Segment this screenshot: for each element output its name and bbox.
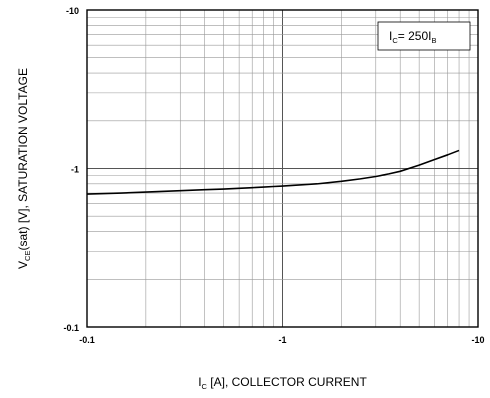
y-axis-title-prefix: V xyxy=(16,261,30,269)
y-axis-title: VCE(sat) [V], SATURATION VOLTAGE xyxy=(16,68,32,269)
y-axis-title-suffix: (sat) [V], SATURATION VOLTAGE xyxy=(16,68,30,250)
y-tick-label: -10 xyxy=(66,6,79,16)
tick-labels: -0.1 -1 -10 -10 -1 -0.1 xyxy=(63,6,484,345)
legend-box xyxy=(377,21,471,51)
series xyxy=(86,149,460,195)
legend-label: IC= 250IB xyxy=(389,29,436,45)
x-axis-title-suffix: [A], COLLECTOR CURRENT xyxy=(207,375,367,389)
legend-prefix: I xyxy=(389,29,392,43)
legend-sub-c: C xyxy=(392,36,398,45)
x-axis-title: IC [A], COLLECTOR CURRENT xyxy=(198,375,367,391)
x-axis-title-prefix: I xyxy=(198,375,201,389)
x-tick-label: -10 xyxy=(471,335,484,345)
y-tick-label: -0.1 xyxy=(63,323,79,333)
x-tick-label: -1 xyxy=(278,335,286,345)
plot-frame xyxy=(86,9,479,328)
legend: IC= 250IB xyxy=(377,21,471,51)
y-axis-title-sub: CE xyxy=(23,251,32,261)
y-tick-label: -1 xyxy=(71,165,79,175)
legend-sub-b: B xyxy=(431,36,436,45)
x-tick-label: -0.1 xyxy=(79,335,95,345)
x-axis-title-sub: C xyxy=(202,382,208,391)
grid xyxy=(87,10,478,327)
series-line xyxy=(86,149,460,195)
legend-middle: = 250I xyxy=(398,29,432,43)
